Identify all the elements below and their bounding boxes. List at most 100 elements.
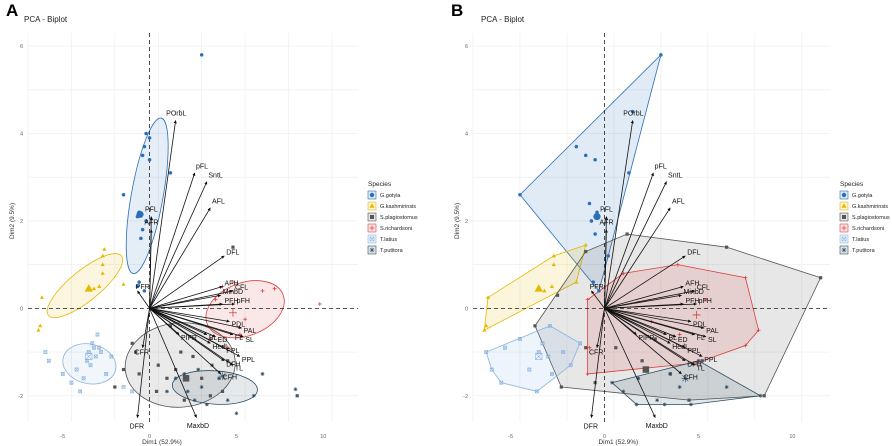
variable-label-pfl: PFL: [600, 207, 613, 214]
variable-label-cfl: CFL: [697, 285, 710, 292]
point-s-plagiostomus: [614, 346, 618, 350]
legend-label-s-plagiostomus: S.plagiostomus: [380, 215, 418, 221]
point-s-richardsoni: [694, 361, 699, 365]
variable-label-afh: AFH: [685, 280, 699, 287]
centroid-t-putitora: [218, 372, 227, 381]
plot-title: PCA - Biplot: [481, 15, 525, 24]
point-s-plagiostomus: [559, 385, 563, 389]
ellipse-t-putitora: [171, 370, 258, 405]
point-s-plagiostomus: [625, 232, 629, 236]
point-g-kashmirinsis: [100, 253, 105, 258]
arrow-sl: [604, 307, 707, 338]
variable-label-pfh: PFH: [685, 298, 699, 305]
point-s-plagiostomus: [165, 376, 169, 380]
arrow-pfr: [591, 290, 605, 309]
arrow-pfh: [604, 302, 684, 309]
legend-marker-s-richardsoni: [369, 225, 375, 231]
point-t-putitora: [677, 385, 682, 389]
variable-label-ppl: PPL: [687, 348, 700, 355]
variable-label-ppl: PPL: [242, 357, 255, 364]
point-s-richardsoni: [272, 286, 277, 291]
point-s-richardsoni: [743, 343, 748, 348]
point-t-putitora: [217, 376, 221, 381]
variable-label-porbl: POrbL: [166, 111, 186, 118]
variable-label-porbl: POrbL: [623, 111, 643, 118]
y-tick-label: 4: [20, 132, 23, 138]
variable-label-bl: BL: [209, 335, 218, 342]
arrow-afr: [149, 229, 153, 309]
point-g-gotyla: [139, 236, 143, 241]
point-t-putitora: [610, 380, 614, 385]
point-s-plagiostomus: [533, 324, 537, 328]
y-axis-label: Dim2 (9.5%): [9, 203, 16, 239]
hull-t-putitora: [611, 360, 762, 405]
arrow-sl: [149, 307, 244, 338]
point-t-putitora: [260, 372, 265, 376]
point-t-putitora: [634, 402, 639, 407]
point-t-latius: [578, 341, 582, 346]
variable-label-pfl: PFL: [145, 207, 158, 214]
variable-label-pifr: PIFR: [638, 335, 654, 342]
point-g-gotyla: [583, 153, 588, 158]
x-tick-label: -5: [60, 434, 65, 440]
centroid-t-putitora: [681, 374, 690, 383]
point-s-plagiostomus: [226, 359, 230, 363]
point-s-plagiostomus: [208, 394, 212, 398]
point-g-kashmirinsis: [97, 284, 102, 288]
point-s-plagiostomus: [137, 372, 141, 376]
legend-marker-g-kashmirinsis: [369, 203, 375, 208]
legend-label-s-richardsoni: S.richardsoni: [380, 226, 412, 232]
point-t-putitora: [251, 393, 256, 398]
point-g-kashmirinsis: [551, 253, 556, 258]
point-t-putitora: [199, 385, 204, 389]
point-s-plagiostomus: [191, 354, 195, 359]
variable-label-sntl: SntL: [668, 172, 683, 179]
arrow-pifr: [149, 308, 180, 335]
point-g-gotyla: [597, 289, 601, 293]
point-t-latius: [92, 345, 96, 350]
x-axis-label: Dim1 (52.9%): [142, 439, 182, 446]
point-g-gotyla: [630, 109, 635, 114]
panel-letter: A: [6, 1, 18, 20]
point-g-kashmirinsis: [549, 284, 554, 288]
point-g-kashmirinsis: [485, 295, 491, 299]
point-s-plagiostomus: [156, 363, 160, 367]
y-tick-label: 4: [465, 132, 468, 138]
legend-label-s-richardsoni: S.richardsoni: [852, 226, 884, 232]
variable-label-cfr: CFR: [589, 350, 603, 357]
point-t-latius: [60, 372, 65, 376]
variable-label-pfl: pFL: [655, 163, 667, 170]
variable-label-fl: FL: [697, 335, 705, 342]
point-s-plagiostomus: [819, 276, 823, 280]
y-tick-label: -2: [18, 394, 23, 400]
point-g-gotyla: [168, 171, 173, 175]
point-s-richardsoni: [756, 328, 761, 333]
point-g-gotyla: [593, 157, 597, 162]
variable-label-pfl: pFL: [196, 163, 208, 170]
point-t-latius: [74, 367, 79, 372]
point-t-latius: [550, 372, 554, 376]
centroid-g-gotyla: [593, 212, 601, 221]
variable-label-cfl: CFL: [235, 285, 248, 292]
x-tick-label: -5: [508, 434, 513, 440]
point-s-plagiostomus: [687, 398, 691, 402]
point-t-putitora: [185, 389, 190, 394]
variable-label-dfl: DFL: [226, 249, 239, 256]
point-g-gotyla: [199, 53, 204, 57]
ellipse-g-kashmirinsis: [46, 253, 124, 319]
point-s-richardsoni: [675, 262, 680, 267]
point-t-latius: [93, 354, 98, 359]
data-points: [36, 53, 322, 416]
point-g-kashmirinsis: [542, 288, 547, 293]
variable-label-cfh: CFH: [223, 375, 237, 382]
arrow-ppl: [149, 308, 241, 357]
point-s-plagiostomus: [154, 389, 159, 394]
point-t-latius: [534, 389, 539, 394]
x-tick-label: 10: [789, 434, 795, 440]
legend-marker-g-gotyla: [369, 192, 375, 198]
centroid-t-latius: [85, 352, 93, 360]
variable-label-pal: PAL: [244, 328, 257, 335]
point-s-richardsoni: [243, 317, 248, 322]
variable-label-sl: SL: [708, 337, 717, 344]
arrow-tl: [604, 308, 695, 366]
